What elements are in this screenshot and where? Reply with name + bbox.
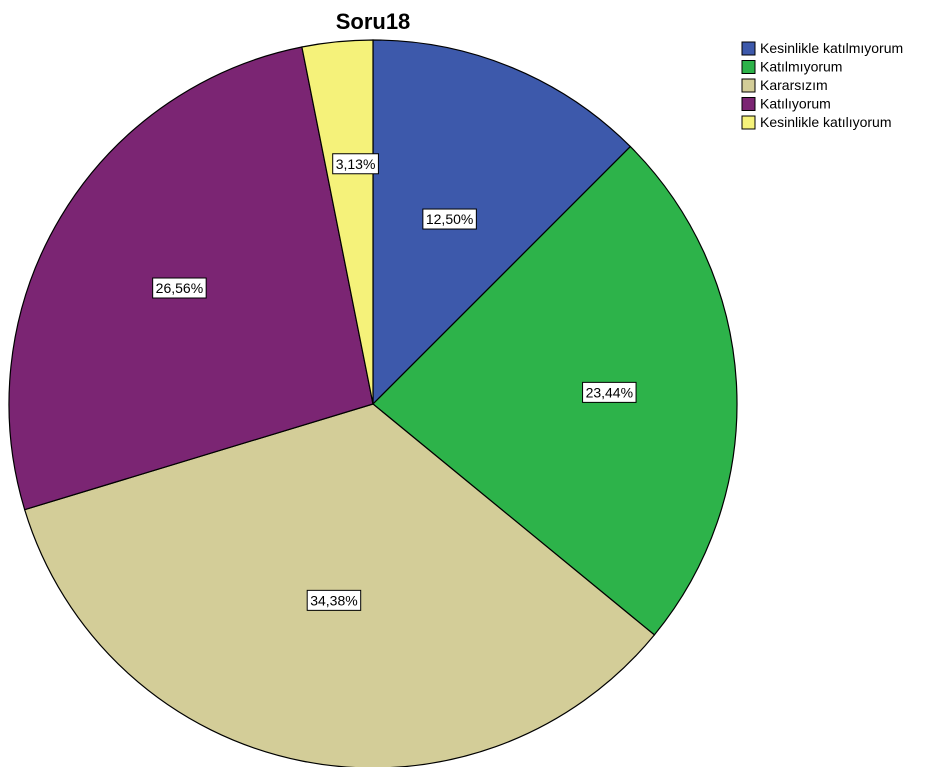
data-label-kesinlikle-katilmiyorum: 12,50% xyxy=(422,208,477,230)
chart-title: Soru18 xyxy=(336,9,411,34)
data-label-kesinlikle-katiliyorum: 3,13% xyxy=(332,153,379,175)
legend-item-kararsizim: Kararsızım xyxy=(741,77,828,93)
pie-slice-kesinlikle-katilmiyorum xyxy=(372,39,632,406)
data-label-box xyxy=(582,381,637,403)
pie-slice-katilmiyorum xyxy=(372,145,738,636)
pie-slices xyxy=(8,39,738,767)
legend-item-katiliyorum: Katılıyorum xyxy=(741,96,831,112)
legend-swatch xyxy=(741,97,756,111)
legend-item-kesinlikle-katiliyorum: Kesinlikle katılıyorum xyxy=(741,114,892,130)
legend-swatch xyxy=(741,60,756,74)
data-label-text: 3,13% xyxy=(336,156,376,172)
pie-slice-kesinlikle-katiliyorum xyxy=(301,39,374,405)
data-label-text: 26,56% xyxy=(156,280,203,296)
data-label-box xyxy=(152,277,207,299)
data-label-text: 23,44% xyxy=(586,384,633,400)
data-label-text: 34,38% xyxy=(310,592,357,608)
data-label-box xyxy=(306,589,362,611)
legend-item-kesinlikle-katilmiyorum: Kesinlikle katılmıyorum xyxy=(741,40,903,56)
data-label-katiliyorum: 26,56% xyxy=(152,277,207,299)
pie-slice-kararsizim xyxy=(23,403,656,767)
data-label-box xyxy=(332,153,379,175)
pie-data-labels: 12,50% 23,44% 34,38% 26,56% 3,13% xyxy=(152,153,637,611)
data-label-kararsizim: 34,38% xyxy=(306,589,362,611)
legend-item-katilmiyorum: Katılmıyorum xyxy=(741,59,842,75)
legend-swatch xyxy=(741,115,756,130)
legend-swatch xyxy=(741,78,756,93)
legend: Kesinlikle katılmıyorum Katılmıyorum Karar… xyxy=(741,40,903,130)
legend-label: Katılıyorum xyxy=(760,96,831,112)
legend-label: Kararsızım xyxy=(760,77,828,93)
legend-swatch xyxy=(741,41,756,56)
data-label-katilmiyorum: 23,44% xyxy=(582,381,637,403)
legend-label: Kesinlikle katılmıyorum xyxy=(760,40,903,56)
data-label-box xyxy=(422,208,477,230)
legend-label: Katılmıyorum xyxy=(760,59,842,75)
data-label-text: 12,50% xyxy=(426,211,473,227)
legend-label: Kesinlikle katılıyorum xyxy=(760,114,892,130)
